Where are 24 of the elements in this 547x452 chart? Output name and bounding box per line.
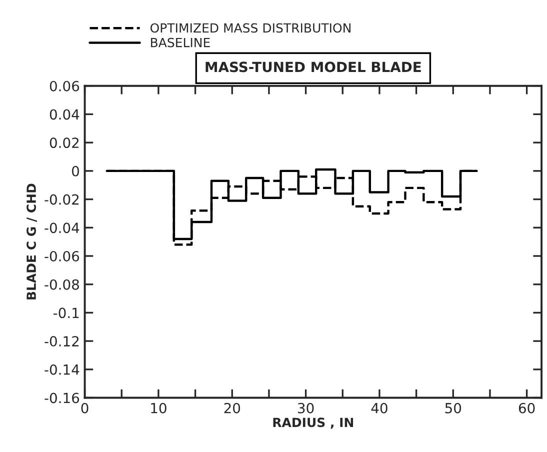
y-tick-label: 0.02 <box>50 138 79 148</box>
y-tick-label: -0.08 <box>44 279 79 290</box>
x-tick-label: 50 <box>445 402 462 414</box>
x-tick-label: 40 <box>371 402 388 414</box>
legend-label: BASELINE <box>151 38 210 48</box>
x-tick-label: 10 <box>151 402 166 414</box>
y-tick-label: -0.16 <box>44 392 80 404</box>
x-tick-label: 20 <box>224 402 240 414</box>
y-tick-label: 0 <box>72 166 79 176</box>
y-tick-label: -0.06 <box>44 250 80 262</box>
y-tick-label: -0.14 <box>44 364 80 375</box>
chart-title: MASS-TUNED MODEL BLADE <box>206 62 421 72</box>
x-tick-label: 0 <box>81 402 88 414</box>
y-tick-label: -0.04 <box>44 222 80 234</box>
x-tick-label: 30 <box>298 402 314 414</box>
y-tick-label: 0.06 <box>50 80 80 92</box>
y-tick-label: -0.12 <box>44 336 79 347</box>
y-tick-label: -0.02 <box>44 194 79 205</box>
y-axis-title: BLADE C G / CHD <box>26 184 37 300</box>
x-tick-label: 60 <box>518 402 535 414</box>
x-axis-title: RADIUS , IN <box>273 418 354 429</box>
y-tick-label: -0.1 <box>54 308 79 318</box>
y-tick-label: 0.04 <box>50 109 80 120</box>
legend-label: OPTIMIZED MASS DISTRIBUTION <box>150 23 350 33</box>
